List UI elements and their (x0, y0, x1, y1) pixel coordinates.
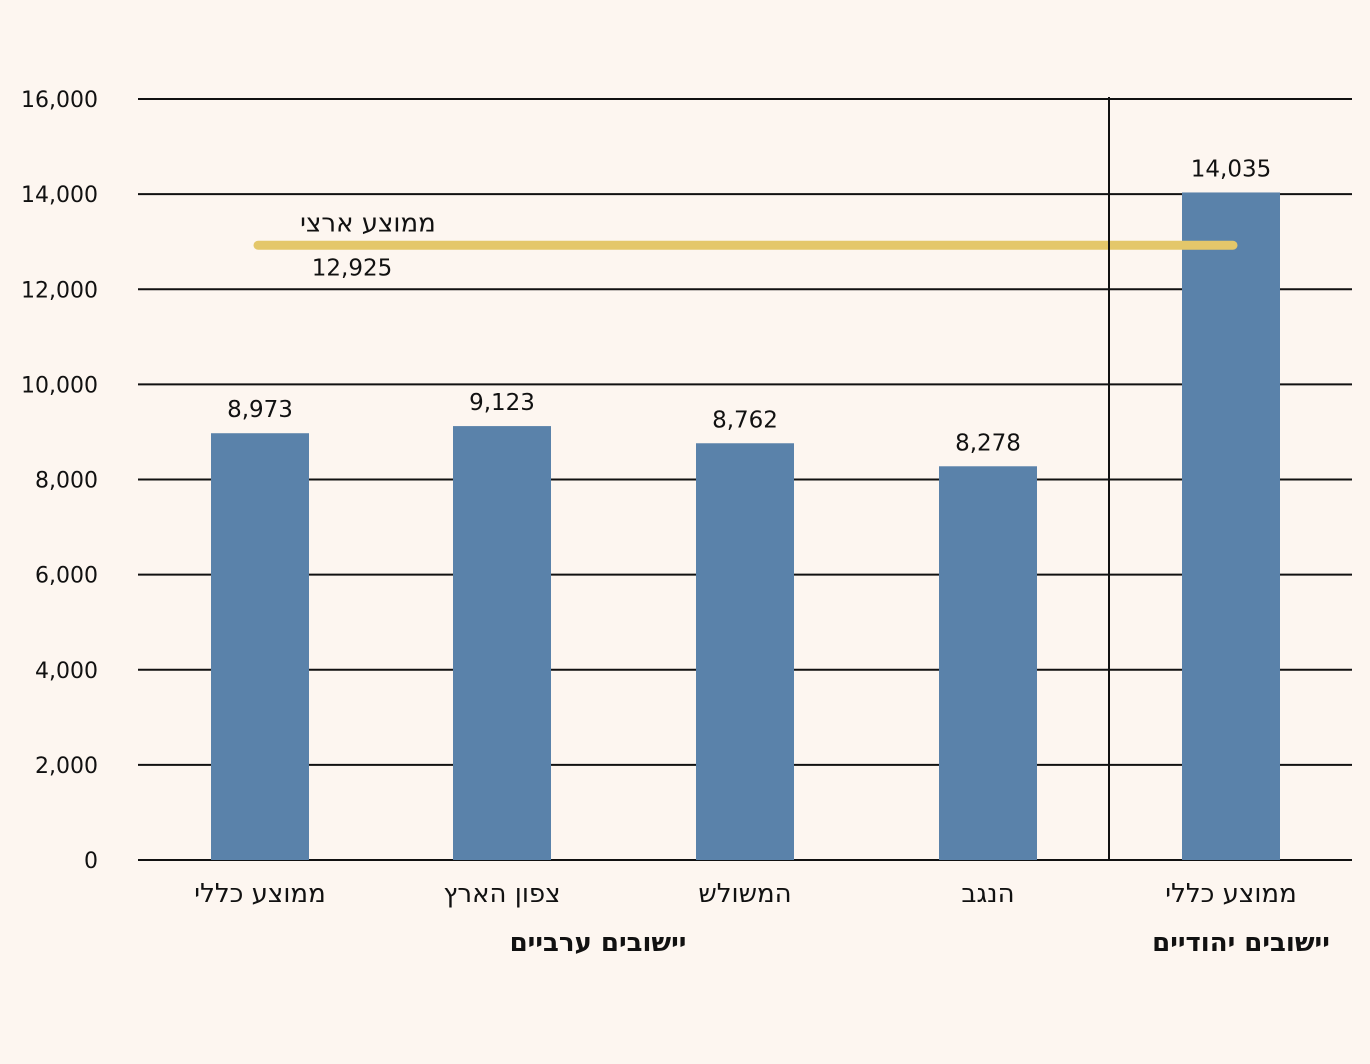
y-tick-label: 2,000 (35, 754, 98, 779)
y-tick-label: 14,000 (21, 183, 98, 208)
national-average-label: ממוצע ארצי (300, 208, 436, 238)
bar-value-label: 8,278 (955, 430, 1021, 456)
group-label-arab: יישובים ערביים (510, 928, 687, 958)
x-category-label: הנגב (961, 879, 1014, 909)
group-label-jewish: יישובים יהודיים (1152, 928, 1330, 958)
y-tick-label: 8,000 (35, 469, 98, 494)
bar-value-label: 14,035 (1191, 156, 1271, 182)
y-tick-label: 16,000 (21, 88, 98, 113)
x-category-label: צפון הארץ (443, 879, 560, 909)
y-tick-label: 4,000 (35, 659, 98, 684)
bar (211, 433, 309, 860)
national-average-value: 12,925 (312, 255, 392, 281)
y-tick-label: 0 (84, 849, 98, 874)
bar (939, 466, 1037, 860)
x-category-label: ממוצע כללי (1165, 879, 1297, 909)
reference-line-group: ממוצע ארצי 12,925 (253, 208, 1238, 281)
x-category-label: ממוצע כללי (194, 879, 326, 909)
bar-value-label: 8,973 (227, 397, 293, 423)
bar-value-label: 9,123 (469, 390, 535, 416)
x-category-label: המשולש (698, 879, 791, 909)
y-tick-label: 6,000 (35, 564, 98, 589)
bar (453, 426, 551, 860)
bar (1182, 192, 1280, 860)
y-tick-label: 10,000 (21, 373, 98, 398)
bars: 8,973 ממוצע כללי 9,123 צפון הארץ 8,762 המשולש… (194, 156, 1297, 909)
bar (696, 443, 794, 860)
labels: יישובים ערביים יישובים יהודיים (510, 928, 1330, 958)
bar-value-label: 8,762 (712, 407, 778, 433)
y-tick-label: 12,000 (21, 278, 98, 303)
